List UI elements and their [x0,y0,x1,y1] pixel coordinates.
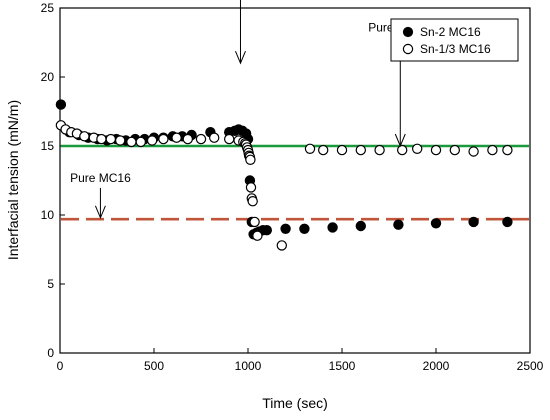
data-point-series-1 [55,99,67,110]
data-point-series-2 [126,136,137,148]
data-point-series-2 [502,144,513,156]
legend-label-sn2: Sn-2 MC16 [420,25,481,39]
data-point-series-2 [158,133,169,145]
data-point-series-2 [182,133,193,145]
data-point-series-2 [135,136,146,148]
y-tick-label: 20 [41,70,55,84]
data-point-series-1 [355,220,366,232]
data-point-series-1 [280,223,291,234]
data-point-series-2 [304,143,316,154]
data-point-series-2 [79,131,90,142]
annotation-arrow-head [235,51,246,65]
data-point-series-2 [355,144,366,156]
data-point-series-2 [252,230,263,241]
data-point-series-2 [430,144,442,156]
y-axis-ticks: 0 5 10 15 20 25 [41,1,65,360]
data-point-series-2 [245,154,256,165]
data-point-series-2 [374,144,385,156]
x-tick-label: 0 [57,359,64,373]
data-point-series-2 [208,132,220,143]
data-point-series-2 [468,146,479,157]
data-point-series-2 [223,133,235,145]
legend-box [390,18,519,62]
y-tick-label: 25 [41,1,55,15]
legend-label-sn13: Sn-1/3 MC16 [420,42,491,56]
data-point-series-2 [249,216,260,228]
data-point-series-2 [397,144,408,156]
x-tick-label: 500 [144,359,164,373]
y-tick-label: 5 [47,277,54,291]
data-point-series-1 [430,218,442,229]
data-point-series-2 [247,195,258,207]
data-point-series-1 [299,223,310,234]
annotation-arrow-head [94,205,106,220]
data-point-series-1 [327,222,338,233]
plot-frame [59,7,531,354]
data-point-series-2 [245,182,257,193]
legend: Sn-2 MC16 Sn-1/3 MC16 [390,18,519,62]
data-point-series-1 [468,216,479,228]
data-point-series-2 [449,144,460,156]
data-point-series-2 [171,132,182,143]
x-tick-label: 2000 [423,359,450,373]
data-point-series-1 [261,224,272,236]
data-point-series-2 [336,144,348,156]
data-point-series-1 [393,219,404,230]
x-axis-label: Time (sec) [262,395,328,411]
data-point-series-2 [96,133,107,145]
legend-marker-sn13 [402,43,414,55]
data-point-series-2 [195,133,207,145]
legend-marker-sn2 [402,26,414,38]
data-point-series-2 [105,133,117,145]
data-point-series-2 [114,135,126,146]
data-point-series-2 [318,144,329,156]
x-tick-label: 2500 [517,359,544,373]
data-point-series-2 [487,144,498,156]
y-tick-label: 0 [47,346,54,360]
x-tick-label: 1000 [235,359,262,373]
y-axis-label: Interfacial tension (mN/m) [5,100,21,260]
data-point-series-1 [502,216,513,228]
annotation-arrow-head [394,133,406,148]
data-point-series-2 [146,135,158,146]
y-tick-label: 15 [41,139,55,153]
x-axis-ticks: 0 500 1000 1500 2000 2500 [57,348,544,373]
y-tick-label: 10 [41,208,55,222]
reference-lines [61,144,529,221]
x-tick-label: 1500 [329,359,356,373]
annotation-label: Pure MC16 [70,171,131,185]
data-point-series-2 [412,143,423,154]
data-point-series-2 [276,240,287,251]
data-points [55,99,513,251]
